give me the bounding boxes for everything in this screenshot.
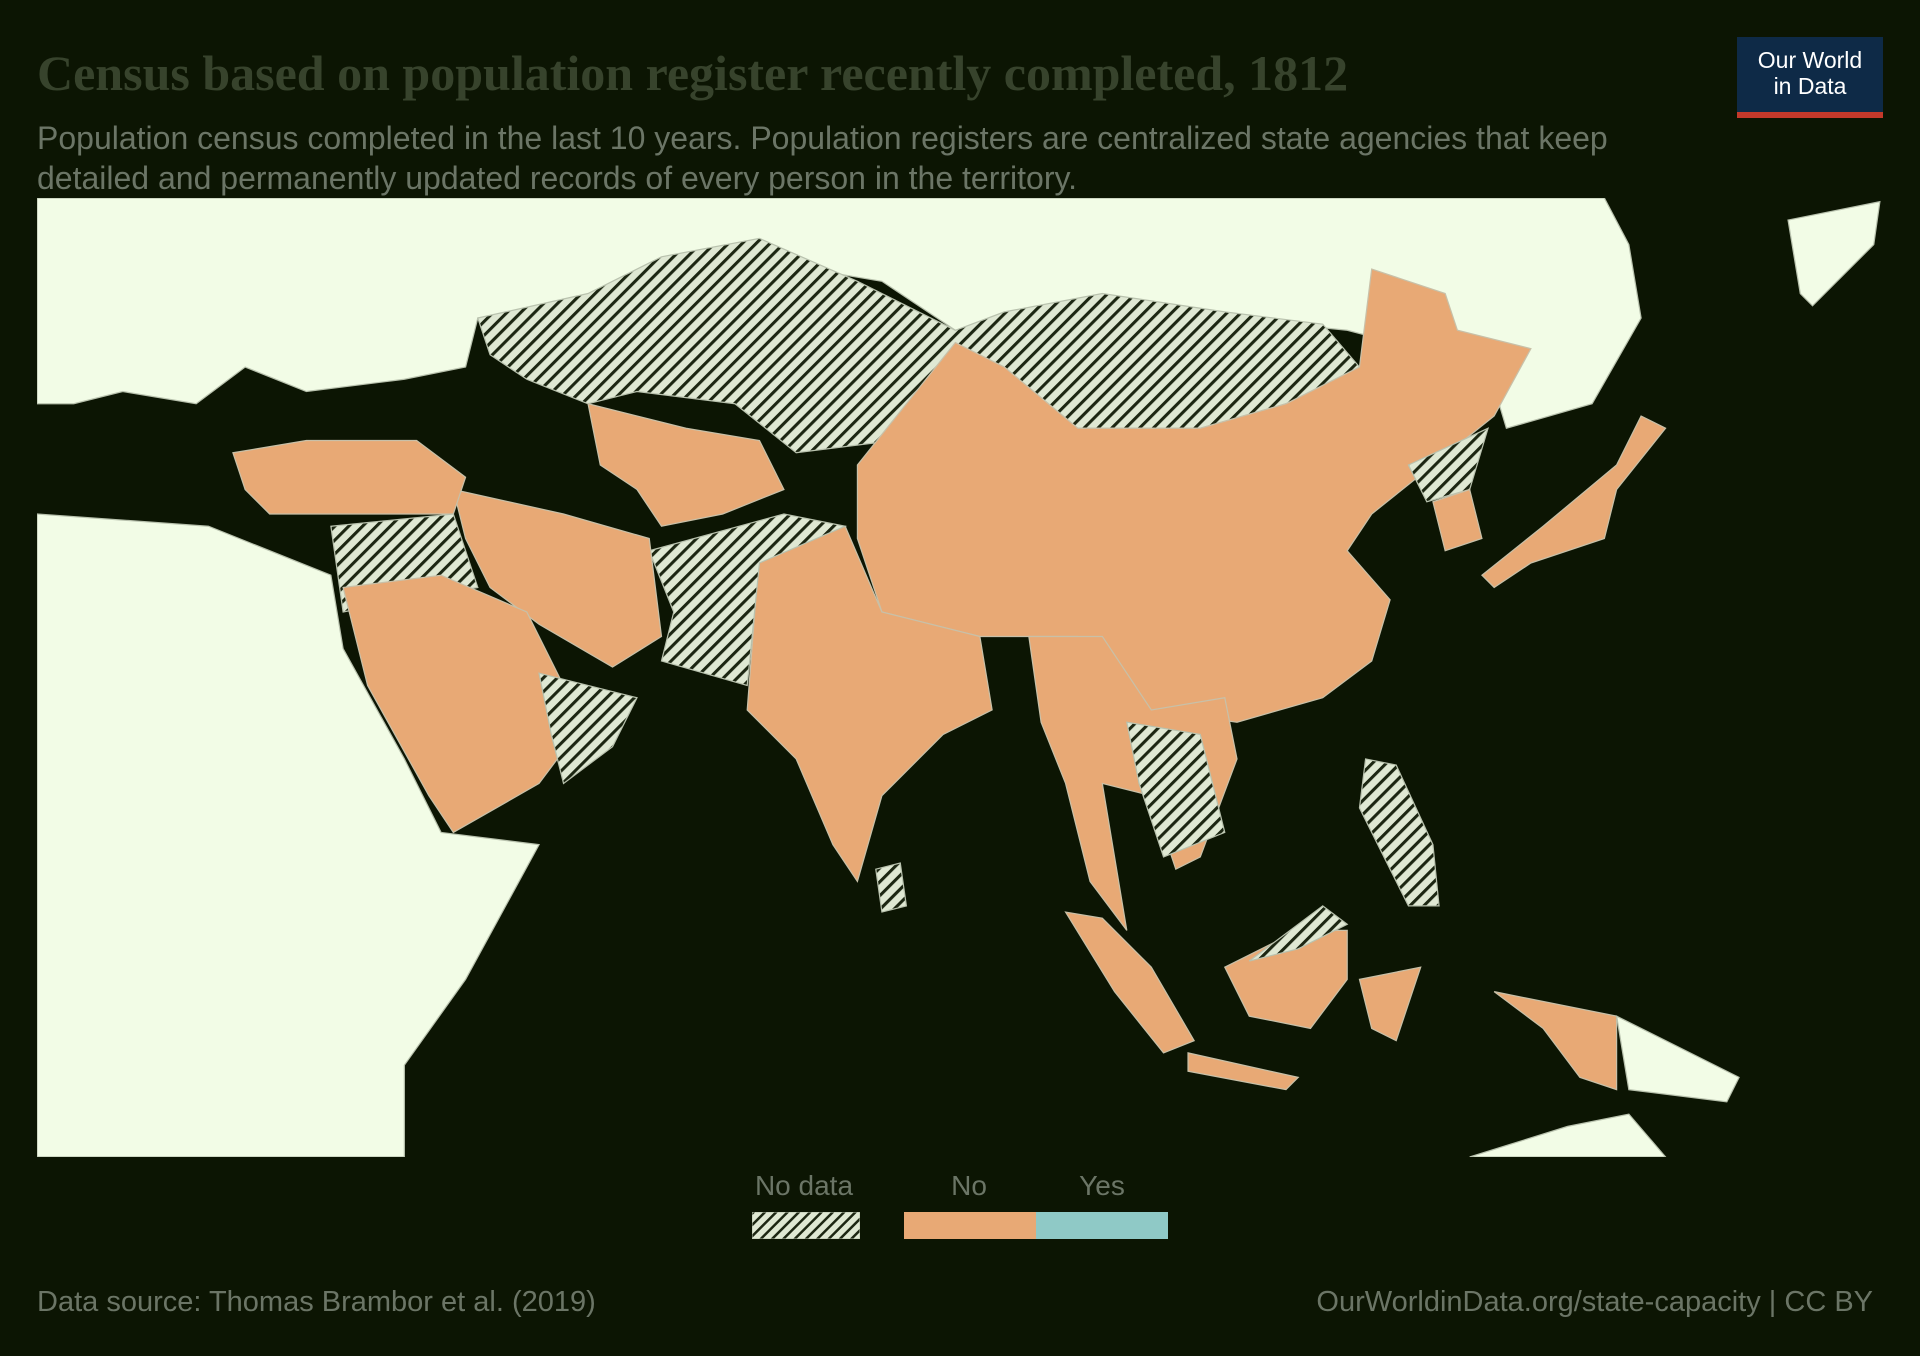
subtitle: Population census completed in the last …	[37, 120, 1608, 196]
logo-line: Our World	[1757, 47, 1863, 73]
region[interactable]	[1064, 911, 1196, 1054]
region[interactable]	[1493, 991, 1618, 1091]
region[interactable]	[452, 488, 663, 668]
region[interactable]	[1432, 488, 1483, 552]
region[interactable]	[587, 402, 785, 527]
legend-swatch[interactable]	[752, 1212, 860, 1239]
legend-label: No	[951, 1170, 987, 1201]
region[interactable]	[1248, 905, 1349, 962]
region[interactable]	[232, 439, 467, 515]
region[interactable]	[648, 513, 848, 687]
legend-label: Yes	[1079, 1170, 1125, 1201]
region[interactable]	[1126, 721, 1226, 858]
regions	[37, 198, 1881, 1157]
title: Census based on population register rece…	[37, 45, 1349, 101]
source: Data source: Thomas Brambor et al. (2019…	[37, 1286, 596, 1318]
region[interactable]	[1358, 758, 1440, 907]
legend-swatch[interactable]	[1036, 1212, 1168, 1239]
region[interactable]	[1358, 966, 1422, 1042]
region[interactable]	[1480, 415, 1667, 589]
legend-swatch[interactable]	[904, 1212, 1036, 1239]
logo[interactable]: Our World in Data	[1737, 37, 1883, 118]
region[interactable]	[875, 862, 908, 913]
legend-label: No data	[754, 1170, 854, 1201]
region[interactable]	[746, 525, 993, 883]
region[interactable]	[538, 672, 638, 785]
source-link[interactable]: OurWorldinData.org/state-capacity | CC B…	[1316, 1286, 1873, 1318]
logo-line: in Data	[1773, 73, 1847, 99]
region[interactable]	[1787, 200, 1881, 307]
region[interactable]	[1615, 1015, 1740, 1103]
region[interactable]	[1187, 1052, 1300, 1091]
map	[37, 198, 1886, 1157]
